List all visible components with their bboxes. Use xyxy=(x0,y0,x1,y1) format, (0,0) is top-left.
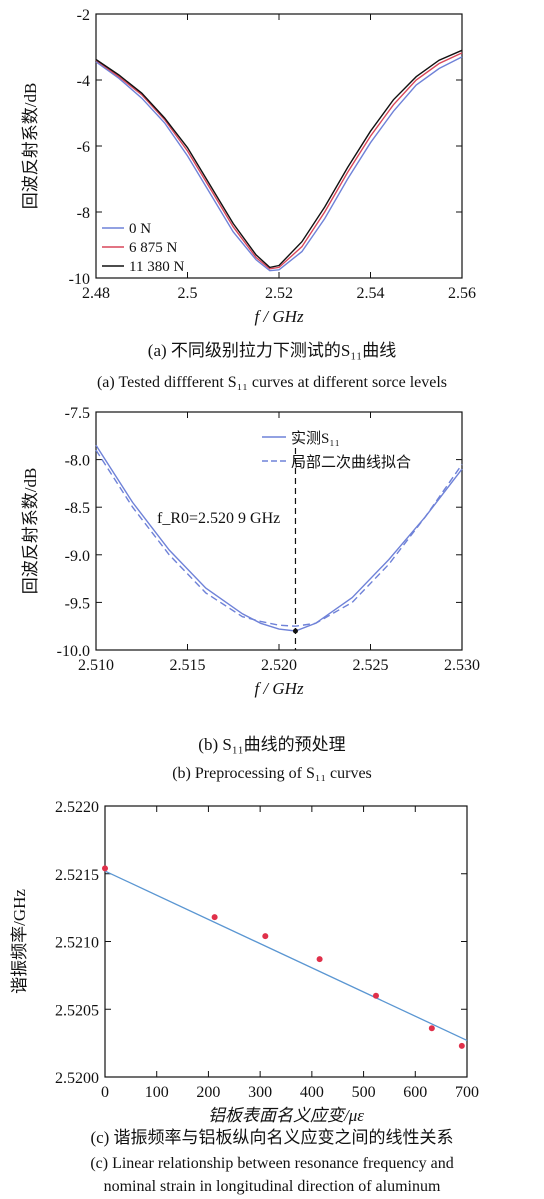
chart-c-x-tick-label: 700 xyxy=(455,1084,479,1101)
chart-b-series-line-0 xyxy=(95,444,463,632)
chart-a-x-tick-label: 2.52 xyxy=(265,285,293,302)
chart-b-x-tick-label: 2.520 xyxy=(261,657,297,674)
chart-a-plot-frame xyxy=(95,13,463,279)
chart-a-legend-label-0: 0 N xyxy=(129,221,151,237)
chart-c-x-tick-label: 200 xyxy=(196,1084,220,1101)
chart-c-y-axis-label: 谐振频率/GHz xyxy=(10,889,29,994)
chart-c-x-tick-label: 400 xyxy=(300,1084,324,1101)
chart-a-caption-en: (a) Tested diffferent S₁₁ curves at diff… xyxy=(97,374,447,391)
chart-a-series-line-0 xyxy=(95,56,463,272)
chart-c-data-point xyxy=(262,933,269,940)
chart-b-x-tick-label: 2.530 xyxy=(444,657,480,674)
chart-b-series-line-1 xyxy=(95,449,463,627)
chart-b-legend-label-1: 局部二次曲线拟合 xyxy=(291,454,411,471)
chart-a-caption-cn: (a) 不同级别拉力下测试的S₁₁曲线 xyxy=(148,341,396,360)
chart-b-plot-frame xyxy=(95,411,463,651)
chart-a-legend-label-2: 11 380 N xyxy=(129,259,184,275)
chart-b-y-tick-label: -9.5 xyxy=(65,595,90,612)
chart-a-legend-label-1: 6 875 N xyxy=(129,240,178,256)
chart-b-caption-en: (b) Preprocessing of S₁₁ curves xyxy=(172,765,372,782)
chart-c-y-tick-label: 2.5220 xyxy=(55,799,99,816)
chart-c-x-tick-label: 0 xyxy=(101,1084,109,1101)
chart-a-y-tick-label: -10 xyxy=(69,271,90,288)
chart-b-annotation: f_R0=2.520 9 GHz xyxy=(157,510,280,527)
chart-b-y-tick-label: -7.5 xyxy=(65,405,90,422)
chart-b-y-tick-label: -8.5 xyxy=(65,500,90,517)
chart-c-data-point xyxy=(428,1025,435,1032)
chart-a-x-tick-label: 2.54 xyxy=(357,285,385,302)
chart-b-caption-cn: (b) S₁₁曲线的预处理 xyxy=(198,735,345,754)
chart-c-x-tick-label: 600 xyxy=(403,1084,427,1101)
chart-c-caption-en-2: nominal strain in longitudinal direction… xyxy=(104,1178,441,1195)
chart-a-x-axis-label: f / GHz xyxy=(254,307,304,326)
chart-a-x-tick-label: 2.56 xyxy=(448,285,476,302)
chart-c-caption-cn: (c) 谐振频率与铝板纵向名义应变之间的线性关系 xyxy=(90,1128,453,1147)
chart-c-x-tick-label: 300 xyxy=(248,1084,272,1101)
chart-b-legend-label-0: 实测S₁₁ xyxy=(291,430,340,447)
chart-c-y-tick-label: 2.5200 xyxy=(55,1070,99,1087)
chart-a-x-tick-label: 2.48 xyxy=(82,285,110,302)
chart-b-x-tick-label: 2.510 xyxy=(78,657,114,674)
chart-c-x-axis-label: 铝板表面名义应变/με xyxy=(208,1106,364,1125)
chart-b-resonance-point xyxy=(292,628,298,634)
chart-c-y-tick-label: 2.5205 xyxy=(55,1002,99,1019)
chart-b-y-tick-label: -10.0 xyxy=(57,643,90,660)
chart-a-y-tick-label: -4 xyxy=(77,73,90,90)
chart-c-x-tick-label: 500 xyxy=(352,1084,376,1101)
chart-b-x-axis-label: f / GHz xyxy=(254,679,304,698)
chart-a-x-tick-label: 2.5 xyxy=(178,285,198,302)
chart-c-x-tick-label: 100 xyxy=(145,1084,169,1101)
chart-b-y-axis-label: 回波反射系数/dB xyxy=(21,468,40,595)
chart-a-y-tick-label: -8 xyxy=(77,205,90,222)
chart-c-data-point xyxy=(372,992,379,999)
chart-c-y-tick-label: 2.5215 xyxy=(55,867,99,884)
chart-c-data-point xyxy=(102,865,108,872)
chart-b-y-tick-label: -8.0 xyxy=(65,453,90,470)
chart-a-y-axis-label: 回波反射系数/dB xyxy=(21,83,40,210)
chart-a-y-tick-label: -2 xyxy=(77,7,90,24)
chart-b-x-tick-label: 2.515 xyxy=(170,657,206,674)
chart-c-data-point xyxy=(316,956,323,963)
chart-b-y-tick-label: -9.0 xyxy=(65,548,90,565)
chart-b-x-tick-label: 2.525 xyxy=(353,657,389,674)
chart-a-y-tick-label: -6 xyxy=(77,139,90,156)
chart-c-data-point xyxy=(211,914,218,921)
chart-c-caption-en-1: (c) Linear relationship between resonanc… xyxy=(90,1155,453,1172)
chart-a-series-line-1 xyxy=(95,52,463,270)
chart-c-plot-frame xyxy=(104,805,468,1078)
chart-a-series-line-2 xyxy=(95,49,463,269)
chart-c-y-tick-label: 2.5210 xyxy=(55,935,99,952)
chart-c-data-point xyxy=(458,1042,465,1049)
chart-c-fit-line xyxy=(104,870,468,1042)
